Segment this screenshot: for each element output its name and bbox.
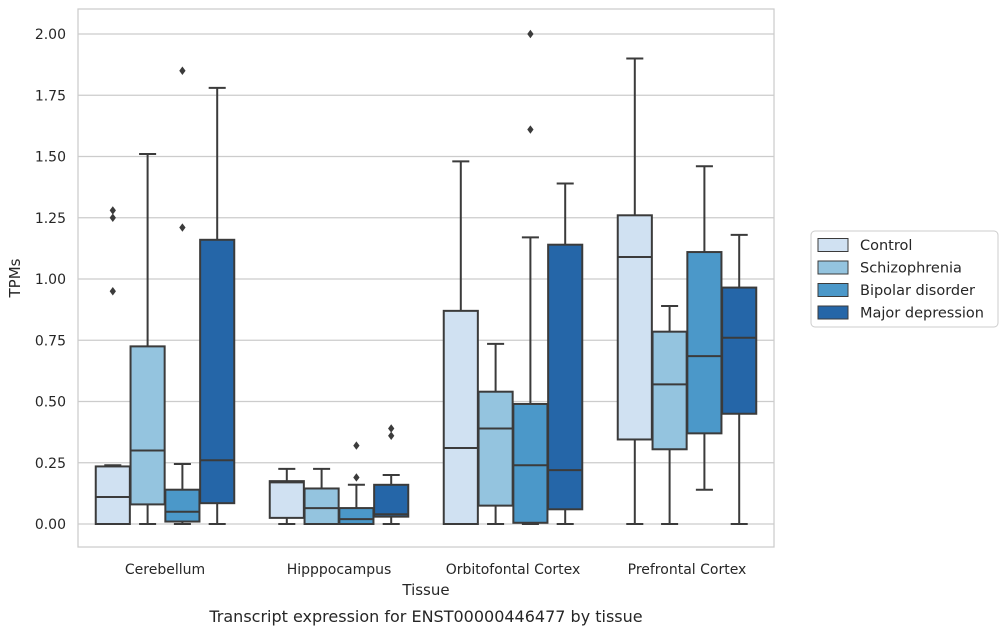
outlier-point <box>353 441 360 450</box>
outlier-point <box>179 66 186 75</box>
box-iqr <box>477 390 514 507</box>
legend-swatch <box>817 238 849 252</box>
legend-label: Control <box>860 238 912 254</box>
x-tick-labels: Cerebellum Hipppocampus Orbitofontal Corte… <box>125 562 746 578</box>
outlier-point <box>353 473 360 482</box>
y-tick-label: 0.50 <box>35 395 66 411</box>
box-major-depression <box>721 233 758 525</box>
box-major-depression <box>373 424 410 525</box>
y-tick-labels: 0.00 0.25 0.50 0.75 1.00 1.25 1.50 1.75 2.00 <box>35 27 66 533</box>
y-tick-label: 2.00 <box>35 27 66 43</box>
y-tick-label: 1.50 <box>35 150 66 166</box>
legend-label: Bipolar disorder <box>860 283 975 299</box>
y-tick-label: 1.75 <box>35 88 66 104</box>
box-bipolar-disorder <box>686 165 723 491</box>
outlier-point <box>179 223 186 232</box>
box-control <box>442 160 479 525</box>
box-schizophrenia <box>303 467 340 526</box>
box-iqr <box>303 487 340 526</box>
y-tick-label: 1.25 <box>35 211 66 227</box>
box-iqr <box>686 251 723 435</box>
x-tick-label: Prefrontal Cortex <box>628 562 747 578</box>
box-iqr <box>338 507 375 526</box>
outlier-point <box>109 206 116 215</box>
box-major-depression <box>199 86 236 525</box>
box-iqr <box>547 243 584 511</box>
outlier-point <box>388 431 395 440</box>
box-iqr <box>651 330 688 451</box>
box-iqr <box>199 238 236 505</box>
box-major-depression <box>547 182 584 525</box>
box-iqr <box>373 483 410 518</box>
box-schizophrenia <box>129 153 166 525</box>
x-tick-label: Hipppocampus <box>287 562 392 578</box>
y-axis-title: TPMs <box>6 258 24 298</box>
legend: Control Schizophrenia Bipolar disorder Majo… <box>810 230 999 328</box>
box-iqr <box>721 286 758 415</box>
box-iqr <box>442 309 479 525</box>
box-iqr <box>512 402 549 524</box>
y-tick-label: 0.25 <box>35 456 66 472</box>
legend-swatch <box>817 305 849 320</box>
y-tick-label: 0.00 <box>35 517 66 533</box>
legend-swatch <box>817 283 849 297</box>
legend-swatch <box>817 260 849 275</box>
box-iqr <box>94 465 131 525</box>
box-groups <box>94 29 758 526</box>
box-bipolar-disorder <box>338 441 375 526</box>
box-bipolar-disorder <box>164 66 201 525</box>
gridlines <box>78 33 774 525</box>
box-schizophrenia <box>651 304 688 525</box>
box-iqr <box>616 214 653 441</box>
plot-frame <box>77 8 775 548</box>
outlier-point <box>109 213 116 222</box>
y-tick-label: 0.75 <box>35 333 66 349</box>
box-control <box>94 206 131 525</box>
legend-label: Major depression <box>860 306 984 322</box>
box-bipolar-disorder <box>512 29 549 525</box>
outlier-point <box>527 29 534 39</box>
x-tick-label: Orbitofontal Cortex <box>446 562 581 578</box>
outlier-point <box>109 287 116 296</box>
box-iqr <box>164 488 201 523</box>
box-iqr <box>129 345 166 506</box>
chart-caption: Transcript expression for ENST0000044647… <box>208 607 642 626</box>
y-tick-label: 1.00 <box>35 272 66 288</box>
box-iqr <box>268 480 305 519</box>
x-axis-title: Tissue <box>401 581 449 599</box>
x-tick-label: Cerebellum <box>125 562 205 578</box>
box-control <box>616 57 653 525</box>
plot-area <box>78 9 774 547</box>
legend-frame <box>810 230 999 328</box>
legend-label: Schizophrenia <box>860 261 962 277</box>
outlier-point <box>388 424 395 433</box>
outlier-point <box>527 125 534 134</box>
